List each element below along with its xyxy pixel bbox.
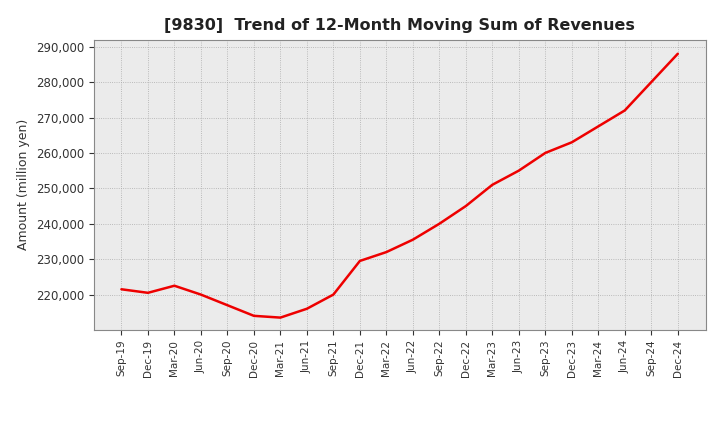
Y-axis label: Amount (million yen): Amount (million yen) <box>17 119 30 250</box>
Title: [9830]  Trend of 12-Month Moving Sum of Revenues: [9830] Trend of 12-Month Moving Sum of R… <box>164 18 635 33</box>
